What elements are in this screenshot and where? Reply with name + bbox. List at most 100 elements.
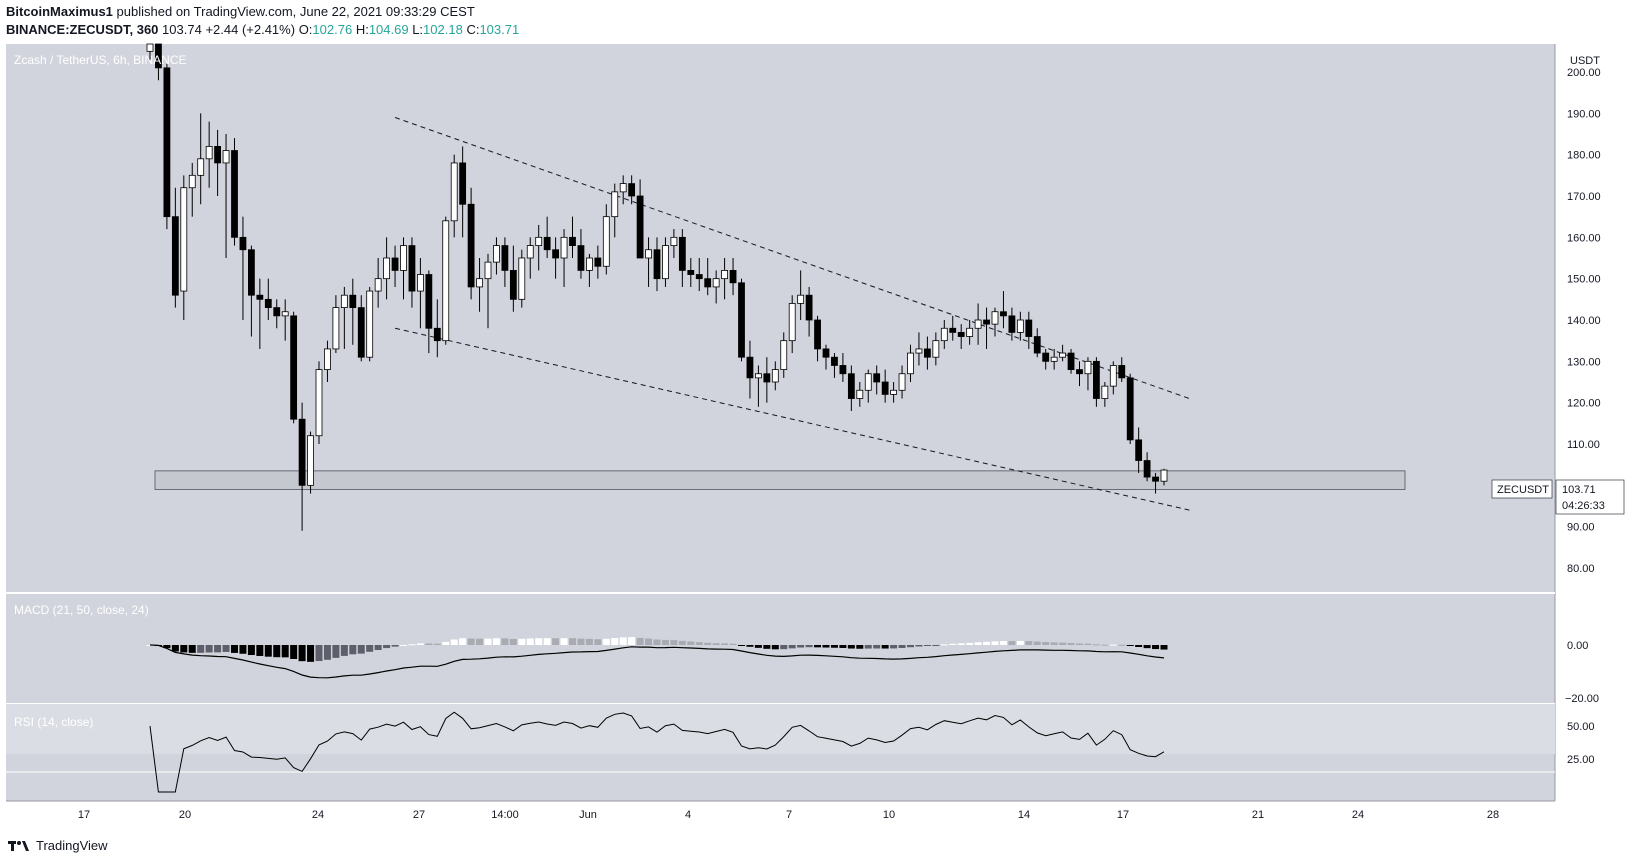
macd-bar	[501, 638, 509, 645]
macd-bar	[315, 645, 323, 662]
macd-bar	[628, 637, 636, 645]
candle-body	[602, 216, 610, 267]
macd-bar	[1042, 642, 1050, 645]
macd-bar	[577, 638, 585, 645]
axis-layer: 200.00190.00180.00170.00160.00150.00140.…	[78, 67, 1601, 821]
candle-body	[788, 303, 796, 342]
macd-bar	[416, 643, 424, 645]
candle-body	[974, 319, 982, 329]
candle-body	[400, 245, 407, 271]
candle-body	[1118, 365, 1126, 379]
macd-bar	[712, 643, 720, 645]
rsi-pane	[149, 711, 1165, 793]
macd-bar	[535, 638, 543, 645]
candle-body	[873, 373, 881, 383]
macd-bar	[264, 645, 272, 657]
macd-bar	[636, 637, 644, 645]
candle-body	[670, 236, 678, 246]
published-text: published on TradingView.com, June 22, 2…	[116, 4, 475, 19]
price-tick-label: 170.00	[1567, 191, 1601, 203]
macd-bar	[1135, 645, 1143, 647]
macd-bar	[788, 645, 796, 649]
macd-title: MACD (21, 50, close, 24)	[14, 603, 149, 617]
candle-body	[273, 307, 281, 317]
candle-body	[755, 373, 762, 379]
macd-bar	[729, 643, 737, 645]
publish-line: BitcoinMaximus1 published on TradingView…	[6, 4, 475, 19]
candle-body	[721, 269, 728, 280]
macd-bar	[273, 645, 281, 658]
candle-body	[881, 381, 889, 395]
macd-bar	[484, 638, 492, 645]
rsi-band	[6, 704, 1555, 754]
candle-body	[805, 294, 813, 321]
candle-body	[357, 307, 365, 358]
candle-body	[383, 257, 391, 280]
macd-bar	[645, 638, 653, 645]
macd-bar	[1033, 641, 1041, 645]
candle-body	[408, 245, 416, 292]
macd-bar	[771, 645, 779, 650]
time-tick-label: 10	[883, 809, 895, 821]
price-tag-box	[1555, 479, 1625, 515]
time-tick-label: 24	[312, 809, 324, 821]
countdown: 04:26:33	[1562, 500, 1605, 512]
candle-body	[915, 348, 923, 354]
candle-body	[518, 257, 526, 300]
macd-bar	[197, 645, 205, 653]
macd-bar	[991, 641, 999, 645]
candle-body	[940, 327, 948, 342]
price-tick-label: 160.00	[1567, 232, 1601, 244]
time-tick-label: Jun	[579, 809, 597, 821]
candle-body	[264, 298, 272, 309]
candle-body	[746, 356, 754, 379]
candle-body	[222, 150, 230, 164]
macd-bar	[746, 645, 754, 647]
macd-bar	[509, 638, 517, 645]
candle-body	[425, 274, 433, 329]
candle-body	[1101, 385, 1109, 399]
macd-bar	[307, 645, 315, 662]
candle-body	[433, 327, 441, 342]
macd-bar	[695, 642, 703, 645]
candle-body	[586, 257, 593, 271]
macd-bar	[966, 642, 974, 645]
price-tick-label: 180.00	[1567, 150, 1601, 162]
macd-bar	[1059, 642, 1067, 645]
macd-bar	[560, 638, 568, 645]
macd-bar	[670, 640, 678, 645]
high-label: H:	[355, 22, 369, 37]
candle-body	[1042, 352, 1050, 362]
macd-bar	[585, 638, 593, 645]
time-tick-label: 14:00	[491, 809, 519, 821]
candle-body	[856, 389, 864, 399]
macd-bar	[847, 645, 855, 649]
tradingview-logo-icon	[8, 840, 29, 851]
price-tick-label: 120.00	[1567, 398, 1601, 410]
price-tick-label: 130.00	[1567, 356, 1601, 368]
candle-body	[983, 319, 990, 325]
candle-body	[1033, 336, 1041, 354]
candle-body	[924, 348, 931, 358]
candle-body	[324, 348, 331, 370]
candle-body	[535, 236, 543, 246]
candle-body	[1059, 352, 1066, 358]
macd-bar	[1143, 645, 1151, 649]
time-tick-label: 28	[1487, 809, 1499, 821]
macd-bar	[999, 641, 1007, 645]
time-tick-label: 17	[78, 809, 90, 821]
time-tick-label: 17	[1117, 809, 1129, 821]
macd-bar	[450, 639, 458, 645]
rsi-title: RSI (14, close)	[14, 715, 93, 729]
macd-bar	[974, 642, 982, 645]
candle-body	[256, 294, 264, 300]
candle-body	[180, 187, 188, 292]
footer-brand[interactable]: TradingView	[8, 838, 108, 853]
candle-body	[966, 327, 974, 337]
high-value: 104.69	[368, 22, 409, 37]
candle-body	[493, 245, 500, 263]
macd-bar	[408, 644, 416, 646]
candle-body	[349, 294, 357, 309]
last-price: 103.74	[162, 22, 202, 37]
